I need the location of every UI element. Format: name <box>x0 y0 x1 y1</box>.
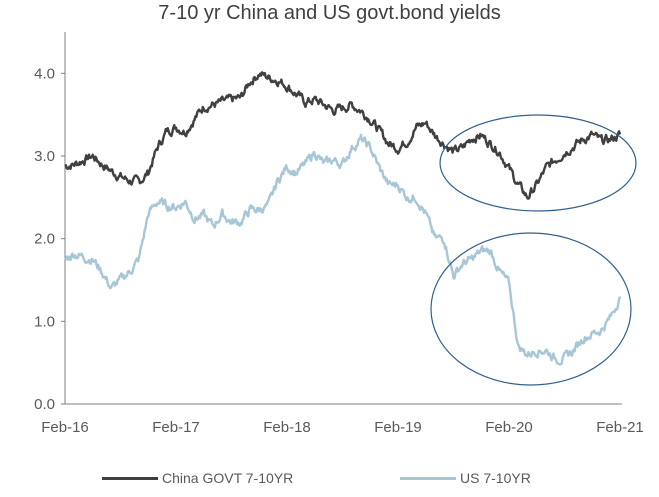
line-chart: 0.0 1.0 2.0 3.0 4.0 Feb-16 Feb-17 Feb-18 Feb-19… <box>34 32 644 436</box>
legend-item-china: China GOVT 7-10YR <box>102 470 293 486</box>
legend-swatch-us <box>400 476 456 480</box>
annotation-ellipse-us <box>430 232 632 386</box>
x-tick-label: Feb-19 <box>374 419 422 436</box>
y-tick-label: 0.0 <box>34 396 55 413</box>
x-tick-label: Feb-16 <box>41 419 89 436</box>
legend-label-us: US 7-10YR <box>460 470 531 486</box>
x-tick-label: Feb-21 <box>596 419 644 436</box>
series-line-china <box>64 71 622 200</box>
x-tick-label: Feb-17 <box>152 419 200 436</box>
y-tick-label: 4.0 <box>34 65 55 82</box>
x-tick-label: Feb-20 <box>485 419 533 436</box>
chart-title: 7-10 yr China and US govt.bond yields <box>158 2 501 24</box>
y-tick-label: 3.0 <box>34 148 55 165</box>
y-tick-label: 2.0 <box>34 231 55 248</box>
legend-swatch-china <box>102 476 158 480</box>
legend: China GOVT 7-10YR US 7-10YR <box>0 470 659 494</box>
series-line-us <box>64 133 622 366</box>
legend-item-us: US 7-10YR <box>400 470 531 486</box>
annotation-ellipse-china <box>439 114 637 212</box>
y-tick-label: 1.0 <box>34 313 55 330</box>
x-tick-label: Feb-18 <box>263 419 311 436</box>
legend-label-china: China GOVT 7-10YR <box>162 470 294 486</box>
